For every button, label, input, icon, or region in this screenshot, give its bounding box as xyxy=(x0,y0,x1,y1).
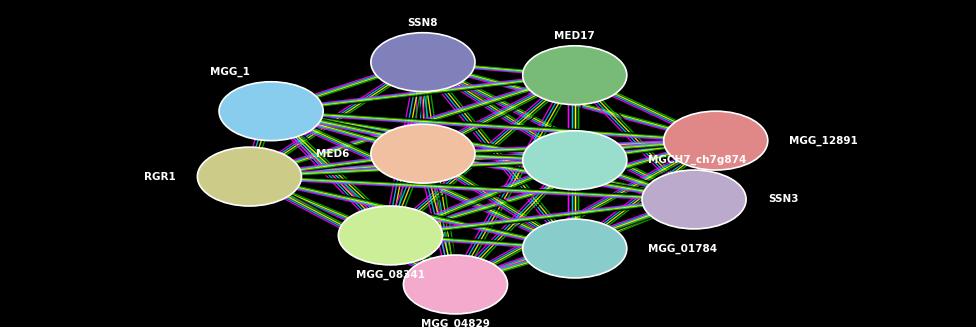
Text: MGG_01784: MGG_01784 xyxy=(648,243,717,254)
Text: MED17: MED17 xyxy=(554,31,595,41)
Text: SSN8: SSN8 xyxy=(408,18,438,28)
Text: SSN3: SSN3 xyxy=(768,195,798,204)
Text: RGR1: RGR1 xyxy=(143,172,176,181)
Text: MGG_1: MGG_1 xyxy=(210,67,250,77)
Text: MED6: MED6 xyxy=(316,149,349,159)
Ellipse shape xyxy=(523,131,627,190)
Text: MGCH7_ch7g874: MGCH7_ch7g874 xyxy=(648,155,747,165)
Text: MGG_04829: MGG_04829 xyxy=(421,318,490,327)
Ellipse shape xyxy=(642,170,746,229)
Ellipse shape xyxy=(197,147,302,206)
Ellipse shape xyxy=(523,46,627,105)
Ellipse shape xyxy=(403,255,508,314)
Ellipse shape xyxy=(371,124,475,183)
Ellipse shape xyxy=(339,206,442,265)
Text: MGG_12891: MGG_12891 xyxy=(790,135,858,146)
Ellipse shape xyxy=(664,111,768,170)
Ellipse shape xyxy=(523,219,627,278)
Text: MGG_08341: MGG_08341 xyxy=(356,269,425,280)
Ellipse shape xyxy=(219,82,323,141)
Ellipse shape xyxy=(371,33,475,92)
